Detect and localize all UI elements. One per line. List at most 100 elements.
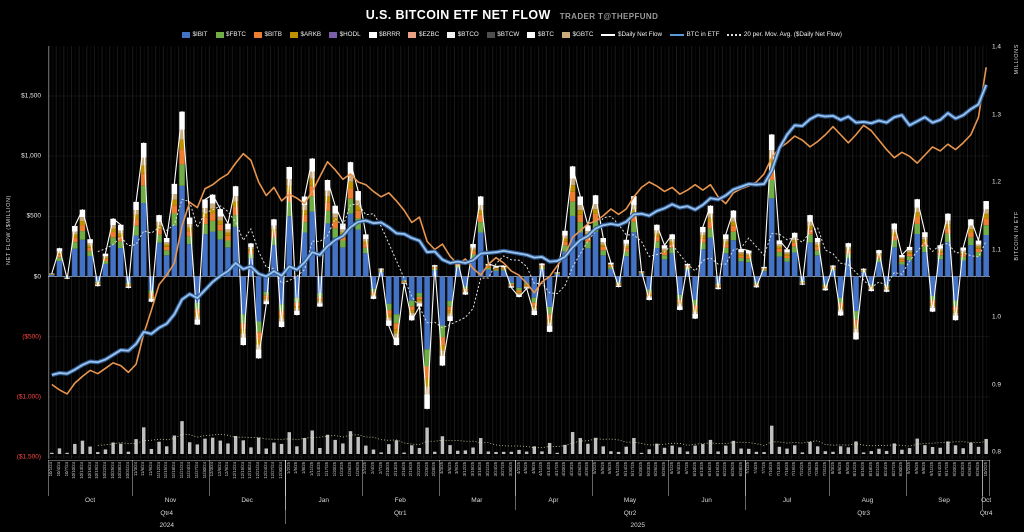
axis-separator-tick <box>989 460 990 496</box>
legend-item-btco: $BTCO <box>447 31 479 38</box>
axis-separator-tick <box>208 460 210 496</box>
month-label: Mar <box>471 497 483 504</box>
page-subtitle: TRADER T@THEPFUND <box>559 12 659 21</box>
page-title: U.S. BITCOIN ETF NET FLOW <box>365 8 551 22</box>
legend-line-swatch <box>727 33 742 36</box>
legend-label: $BRRR <box>379 31 401 38</box>
right-axis-tick: 1.2 <box>992 178 1002 186</box>
year-label: 2025 <box>630 522 645 529</box>
quarter-label: Qtr1 <box>393 510 407 517</box>
right-axis-title: BITCOIN IN ETF <box>1014 211 1020 261</box>
legend-swatch <box>253 31 262 38</box>
axis-separator-tick <box>48 460 49 496</box>
month-label: Jun <box>701 497 712 504</box>
axis-separator-tick <box>132 460 134 496</box>
left-axis-tick: $1,500 <box>21 92 41 100</box>
left-axis-tick: ($500) <box>22 333 41 341</box>
axis-separator-tick <box>285 460 287 510</box>
x-axis-line <box>48 460 990 461</box>
legend-item-gbtc: $GBTC <box>561 31 594 38</box>
legend-item-hodl: $HODL <box>329 31 361 38</box>
legend-label: 20 per. Mov. Avg. ($Daily Net Flow) <box>743 31 843 38</box>
month-label: Oct <box>981 497 992 504</box>
legend-line-swatch <box>601 33 616 36</box>
legend-swatch <box>181 31 190 38</box>
legend-item-fbtc: $FBTC <box>215 31 246 38</box>
axis-separator-tick <box>744 460 746 510</box>
legend-swatch <box>447 31 456 38</box>
chart-legend: $IBIT $FBTC $BITB $ARKB $HODL $BRRR $EZBC $BTCO… <box>0 28 1024 41</box>
legend-item-ezbc: $EZBC <box>408 31 439 38</box>
legend-swatch <box>329 31 338 38</box>
quarter-label: Qtr2 <box>623 510 637 517</box>
legend-item-arkb: $ARKB <box>289 31 322 38</box>
axis-separator-tick <box>591 460 593 496</box>
quarter-label: Qtr3 <box>857 510 870 517</box>
axis-separator-tick <box>438 460 440 496</box>
legend-swatch <box>368 31 377 38</box>
legend-item-line: BTC in ETF <box>670 31 719 38</box>
right-axis-tick: 1.4 <box>992 43 1002 51</box>
legend-item-line: 20 per. Mov. Avg. ($Daily Net Flow) <box>727 31 842 38</box>
legend-item-line: $Daily Net Flow <box>601 31 662 38</box>
axis-separator-tick <box>744 460 746 496</box>
right-axis-tick: 0.8 <box>992 448 1002 456</box>
legend-label: $IBIT <box>192 31 208 38</box>
month-label: Jul <box>782 497 792 504</box>
left-axis-title: NET FLOW ($MILLION) <box>6 195 12 265</box>
legend-swatch <box>408 31 417 38</box>
legend-item-bitb: $BITB <box>253 31 282 38</box>
axis-separator-tick <box>362 460 363 496</box>
month-label: Nov <box>164 497 177 504</box>
axis-separator-tick <box>515 460 517 510</box>
legend-swatch <box>486 31 495 38</box>
right-axis-tick: 1.3 <box>992 111 1002 118</box>
year-label: 2024 <box>159 522 174 529</box>
left-axis-tick: $500 <box>26 212 41 220</box>
right-axis-tick: 0.9 <box>992 381 1002 388</box>
month-label: Apr <box>548 497 559 504</box>
month-label: Feb <box>394 497 406 504</box>
legend-swatch <box>561 31 570 38</box>
axis-separator-tick <box>285 460 287 524</box>
month-label: Sep <box>938 497 950 504</box>
legend-label: $BTCW <box>497 31 520 38</box>
legend-swatch <box>527 31 536 38</box>
axis-separator-tick <box>285 460 287 496</box>
legend-item-ibit: $IBIT <box>181 31 208 38</box>
legend-line-swatch <box>670 33 685 36</box>
legend-swatch <box>215 31 224 38</box>
legend-item-btcw: $BTCW <box>486 31 520 38</box>
month-label: Dec <box>241 497 253 504</box>
right-axis-tick: 1.1 <box>992 246 1002 253</box>
legend-label: $BTCO <box>457 31 479 38</box>
legend-label: BTC in ETF <box>686 31 720 38</box>
right-axis-tick: 1.0 <box>992 313 1002 321</box>
legend-label: $HODL <box>339 31 361 38</box>
axis-separator-tick <box>982 460 984 510</box>
legend-label: $ARKB <box>300 31 322 38</box>
quarter-label: Qtr4 <box>160 510 174 517</box>
month-label: Jan <box>318 497 329 504</box>
chart-canvas <box>48 46 990 460</box>
axis-separator-tick <box>515 460 517 496</box>
title-bar: U.S. BITCOIN ETF NET FLOW TRADER T@THEPFU… <box>0 6 1024 24</box>
legend-label: $FBTC <box>226 31 246 38</box>
axis-separator-tick <box>829 460 831 496</box>
month-label: Aug <box>861 497 874 504</box>
legend-item-brrr: $BRRR <box>368 31 401 38</box>
legend-label: $EZBC <box>418 31 440 38</box>
left-axis-tick: ($1,500) <box>16 453 41 461</box>
legend-label: $GBTC <box>572 31 594 38</box>
legend-label: $Daily Net Flow <box>617 31 663 38</box>
month-label: Oct <box>85 497 96 504</box>
plot-area <box>48 46 990 460</box>
left-axis-tick: $1,000 <box>21 152 41 160</box>
month-label: May <box>623 497 637 504</box>
legend-item-btc: $BTC <box>527 31 554 38</box>
legend-label: $BTC <box>537 31 554 38</box>
axis-separator-tick <box>905 460 907 496</box>
left-axis-tick: $0 <box>33 273 41 280</box>
legend-swatch <box>289 31 298 38</box>
